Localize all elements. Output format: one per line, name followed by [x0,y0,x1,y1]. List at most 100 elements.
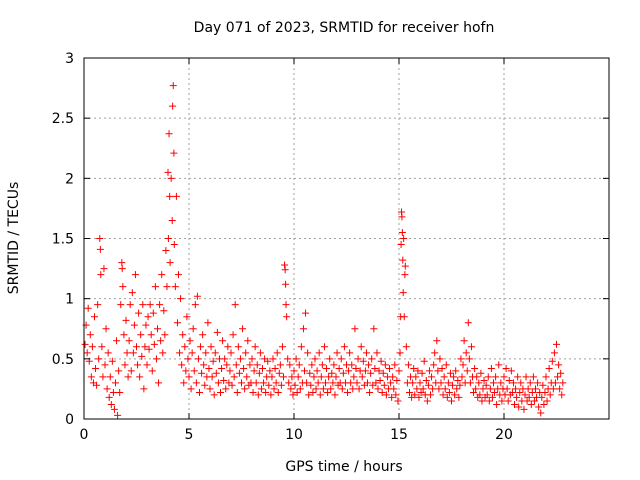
data-point [291,381,299,389]
data-point [314,379,322,387]
data-point [235,369,243,377]
data-point [221,355,229,363]
data-point [488,393,496,401]
data-point [465,355,473,363]
data-point [490,379,497,387]
data-point [380,381,388,389]
data-point [439,391,447,399]
data-point [350,373,358,381]
data-point [238,379,245,387]
data-point [204,319,212,327]
data-point [282,280,290,288]
data-point [427,391,434,399]
data-point [188,349,196,357]
y-tick-label: 1 [65,292,74,308]
data-point [304,349,312,357]
data-point [382,391,390,399]
data-point [387,379,395,387]
data-point [487,364,495,372]
data-point [344,389,352,397]
ticks: 0 0.5 1 1.5 2 2.5 3 0 5 10 15 20 [52,51,609,443]
data-point [159,349,167,357]
data-point [503,385,511,393]
data-point [201,381,209,389]
data-point [418,369,426,377]
data-point [270,385,278,393]
data-point [206,385,214,393]
data-point [175,271,182,279]
data-point [200,361,208,369]
data-point [113,337,121,345]
data-point [219,337,227,345]
data-point [361,367,369,375]
data-point [399,256,407,264]
data-point [180,379,188,387]
data-point [370,325,378,333]
data-point [443,393,451,401]
data-point [194,355,202,363]
data-point [125,337,133,345]
data-point [296,385,304,393]
data-point [486,385,494,393]
data-point [102,325,110,333]
data-point [513,393,521,401]
data-point [394,397,402,405]
data-point [275,369,283,377]
data-point [435,385,443,393]
data-point [217,389,224,397]
y-tick-label: 3 [65,51,74,67]
data-point [425,367,433,375]
data-point [453,385,461,393]
data-point [312,385,320,393]
data-point [170,149,178,157]
data-point [120,331,128,339]
data-point [213,328,221,336]
data-point [400,313,408,321]
data-point [160,307,168,315]
data-point [497,379,505,387]
data-point [170,241,178,249]
data-point [378,389,386,397]
data-point [98,343,106,351]
data-point [264,357,272,365]
data-point [351,325,359,333]
data-point [365,361,373,369]
data-point [459,361,467,369]
data-point [208,373,216,381]
data-point [548,357,556,365]
data-point [152,355,160,363]
data-point [103,385,111,393]
data-point [87,373,95,381]
data-point [357,343,365,351]
data-point [84,304,92,312]
data-point [105,393,113,401]
data-point [550,349,558,357]
data-point [448,397,455,405]
data-point [190,367,198,375]
data-point [543,397,551,405]
data-point [333,349,341,357]
data-point [95,355,103,363]
data-point [150,340,158,348]
data-point [294,373,302,381]
data-point [241,385,249,393]
x-tick-label: 0 [80,427,89,443]
data-point [131,271,139,279]
data-point [440,373,448,381]
data-point [107,401,115,409]
data-point [456,381,464,389]
data-point [450,373,458,381]
data-point [154,325,161,333]
data-point [529,373,537,381]
data-point [437,379,445,387]
data-point [143,361,151,369]
data-point [436,355,444,363]
data-point [284,355,292,363]
data-point [133,343,140,351]
data-point [155,379,163,387]
data-point [527,401,535,409]
data-point [117,301,125,309]
data-point [211,349,219,357]
data-point [112,379,119,387]
